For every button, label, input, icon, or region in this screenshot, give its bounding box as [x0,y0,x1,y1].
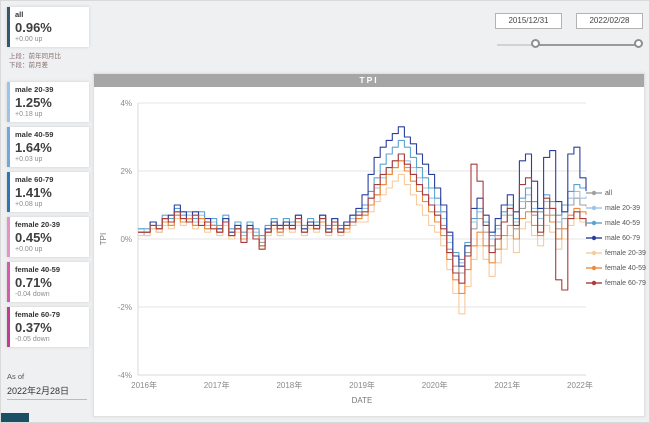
as-of-block: As of 2022年2月28日 [7,372,87,400]
kpi-label: female 40-59 [15,265,61,274]
kpi-delta: +0.08 up [15,201,43,208]
svg-text:-2%: -2% [118,303,132,312]
slider-handle-end[interactable] [634,39,643,48]
svg-text:2%: 2% [120,167,132,176]
kpi-card-female-20-39[interactable]: female 20-39 0.45% +0.00 up [7,217,89,257]
legend-label: male 40-59 [605,219,641,227]
chart-title: TPI [94,74,644,87]
legend-item-male-40-59[interactable]: male 40-59 [586,219,646,227]
legend-item-male-60-79[interactable]: male 60-79 [586,234,646,242]
kpi-label: female 60-79 [15,310,61,319]
legend-marker [586,280,602,286]
kpi-delta: -0.05 down [15,336,50,343]
as-of-label: As of [7,372,25,381]
svg-text:DATE: DATE [352,396,373,405]
kpi-note: 上段：前年同月比 下段：前月差 [9,52,89,70]
kpi-label: all [15,10,24,19]
kpi-note-line1: 上段：前年同月比 [9,53,61,60]
svg-text:2019年: 2019年 [349,380,375,390]
legend-label: female 60-79 [605,279,646,287]
date-range-slicer: 2015/12/31 2022/02/28 [495,13,643,52]
kpi-label: female 20-39 [15,220,61,229]
kpi-delta: +0.03 up [15,156,43,163]
kpi-card-male-40-59[interactable]: male 40-59 1.64% +0.03 up [7,127,89,167]
chart-legend: all male 20-39 male 40-59 male 60-79 female … [586,189,646,287]
legend-item-male-20-39[interactable]: male 20-39 [586,204,646,212]
kpi-panel: all 0.96% +0.00 up 上段：前年同月比 下段：前月差 male 20… [7,7,89,352]
svg-text:2018年: 2018年 [276,380,302,390]
kpi-delta: +0.18 up [15,111,43,118]
kpi-card-female-60-79[interactable]: female 60-79 0.37% -0.05 down [7,307,89,347]
kpi-card-male-60-79[interactable]: male 60-79 1.41% +0.08 up [7,172,89,212]
legend-label: male 20-39 [605,204,641,212]
kpi-delta: -0.04 down [15,291,50,298]
svg-text:0%: 0% [120,235,132,244]
kpi-cards: male 20-39 1.25% +0.18 up male 40-59 1.64% +0… [7,82,89,347]
tpi-chart-panel: TPI 4% 2% 0% -2% -4% 2016年 2017年 2018年 2019年 2020… [93,73,646,418]
legend-item-female-60-79[interactable]: female 60-79 [586,279,646,287]
tpi-line-chart[interactable]: 4% 2% 0% -2% -4%2016年 2017年 2018年 2019年 2020年 202… [94,87,646,418]
as-of-date: 2022年2月28日 [7,384,87,400]
svg-text:2022年: 2022年 [567,380,593,390]
kpi-value: 0.71% [15,275,52,290]
page-tab[interactable] [1,413,29,422]
kpi-card-all[interactable]: all 0.96% +0.00 up [7,7,89,47]
svg-text:-4%: -4% [118,371,132,380]
slider-selected-range[interactable] [534,44,639,46]
legend-item-all[interactable]: all [586,189,646,197]
kpi-delta: +0.00 up [15,36,43,43]
legend-marker [586,205,602,211]
legend-marker [586,235,602,241]
date-boxes: 2015/12/31 2022/02/28 [495,13,643,29]
svg-text:TPI: TPI [99,233,108,245]
legend-marker [586,265,602,271]
kpi-label: male 20-39 [15,85,54,94]
kpi-label: male 40-59 [15,130,54,139]
legend-label: all [605,189,613,197]
end-date-input[interactable]: 2022/02/28 [576,13,643,29]
kpi-value: 1.25% [15,95,52,110]
kpi-value: 1.64% [15,140,52,155]
kpi-value: 1.41% [15,185,52,200]
svg-text:2021年: 2021年 [494,380,520,390]
kpi-value: 0.45% [15,230,52,245]
legend-item-female-40-59[interactable]: female 40-59 [586,264,646,272]
kpi-top: all 0.96% +0.00 up [7,7,89,47]
svg-text:4%: 4% [120,99,132,108]
kpi-label: male 60-79 [15,175,54,184]
kpi-delta: +0.00 up [15,246,43,253]
legend-item-female-20-39[interactable]: female 20-39 [586,249,646,257]
kpi-value: 0.96% [15,20,52,35]
kpi-note-line2: 下段：前月差 [9,62,48,69]
start-date-input[interactable]: 2015/12/31 [495,13,562,29]
date-range-slider[interactable] [495,38,643,52]
svg-text:2017年: 2017年 [204,380,230,390]
legend-label: female 20-39 [605,249,646,257]
legend-marker [586,250,602,256]
legend-marker [586,220,602,226]
svg-text:2020年: 2020年 [422,380,448,390]
kpi-card-female-40-59[interactable]: female 40-59 0.71% -0.04 down [7,262,89,302]
svg-text:2016年: 2016年 [131,380,157,390]
kpi-card-male-20-39[interactable]: male 20-39 1.25% +0.18 up [7,82,89,122]
legend-marker [586,190,602,196]
legend-label: male 60-79 [605,234,641,242]
legend-label: female 40-59 [605,264,646,272]
kpi-value: 0.37% [15,320,52,335]
slider-handle-start[interactable] [530,39,540,48]
